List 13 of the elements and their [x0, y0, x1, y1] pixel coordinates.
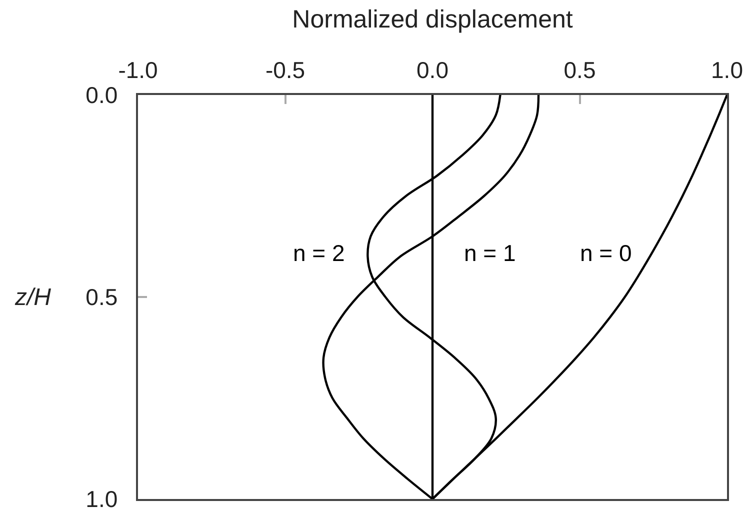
y-axis-title: z/H	[14, 284, 52, 311]
x-tick-label: -0.5	[265, 57, 306, 84]
x-tick-label: 1.0	[711, 57, 743, 84]
x-axis-title: Normalized displacement	[292, 5, 573, 34]
y-tick-label: 0.0	[86, 82, 118, 108]
series-label: n = 1	[464, 240, 516, 266]
y-tick-label: 1.0	[86, 486, 118, 512]
x-tick-label: 0.5	[564, 57, 596, 84]
x-tick-label: -1.0	[118, 57, 158, 84]
y-tick-label: 0.5	[86, 284, 118, 310]
series-label: n = 2	[293, 240, 345, 266]
x-tick-label: 0.0	[416, 57, 448, 84]
series-label: n = 0	[580, 240, 632, 266]
